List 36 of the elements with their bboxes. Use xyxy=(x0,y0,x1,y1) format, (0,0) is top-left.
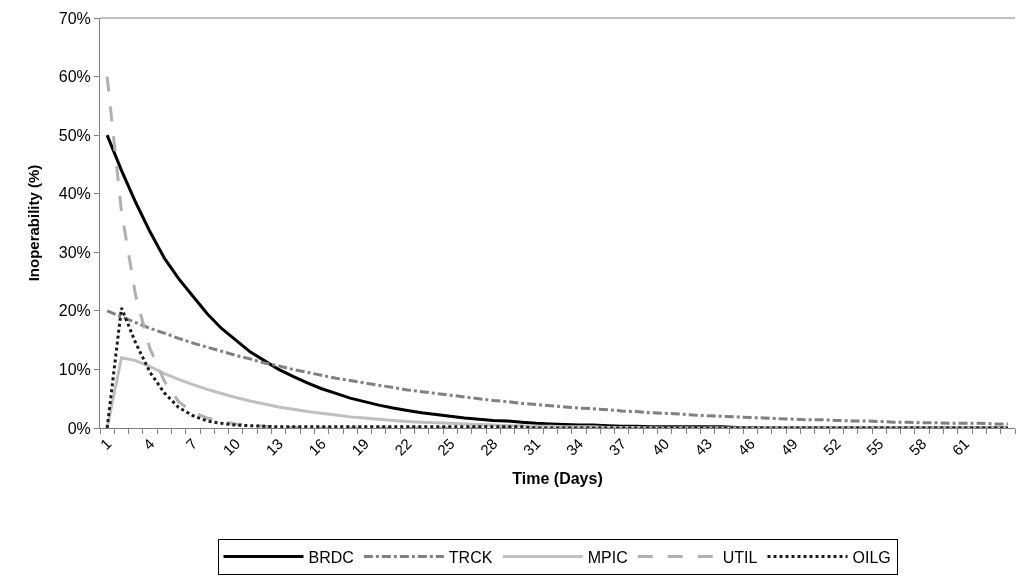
y-tick-label: 70% xyxy=(58,9,91,27)
legend-label: TRCK xyxy=(448,548,493,566)
x-tick-label: 49 xyxy=(777,434,801,459)
x-tick-label: 61 xyxy=(948,434,973,459)
x-tick-label: 58 xyxy=(905,434,930,459)
y-tick-label: 50% xyxy=(58,126,91,144)
x-tick-label: 7 xyxy=(182,434,201,453)
x-tick-label: 40 xyxy=(648,434,673,459)
y-tick-label: 40% xyxy=(58,185,91,203)
x-tick-label: 4 xyxy=(139,434,158,453)
x-tick-label: 1 xyxy=(96,434,115,453)
x-tick-label: 13 xyxy=(262,434,287,459)
y-tick-label: 10% xyxy=(58,361,91,379)
y-tick-label: 60% xyxy=(58,68,91,86)
x-tick-label: 52 xyxy=(819,434,844,459)
legend-label: BRDC xyxy=(308,548,354,566)
x-tick-label: 10 xyxy=(219,434,244,459)
x-tick-label: 22 xyxy=(390,434,415,459)
y-tick-label: 0% xyxy=(67,419,91,437)
x-tick-label: 25 xyxy=(433,434,458,459)
legend-label: MPIC xyxy=(587,548,628,566)
x-tick-label: 31 xyxy=(519,434,544,459)
legend-label: OILG xyxy=(852,548,891,566)
x-tick-label: 34 xyxy=(562,434,587,459)
legend-label: UTIL xyxy=(722,548,758,566)
x-tick-label: 43 xyxy=(691,434,716,459)
x-tick-label: 19 xyxy=(348,434,372,459)
x-tick-label: 16 xyxy=(305,434,330,459)
y-tick-label: 30% xyxy=(58,243,91,261)
y-tick-label: 20% xyxy=(58,302,91,320)
x-axis-title: Time (Days) xyxy=(512,470,603,488)
x-tick-label: 46 xyxy=(734,434,758,459)
x-tick-label: 37 xyxy=(605,434,630,459)
x-tick-label: 28 xyxy=(476,434,501,459)
y-axis-title: Inoperability (%) xyxy=(25,164,43,282)
x-tick-label: 55 xyxy=(862,434,887,459)
